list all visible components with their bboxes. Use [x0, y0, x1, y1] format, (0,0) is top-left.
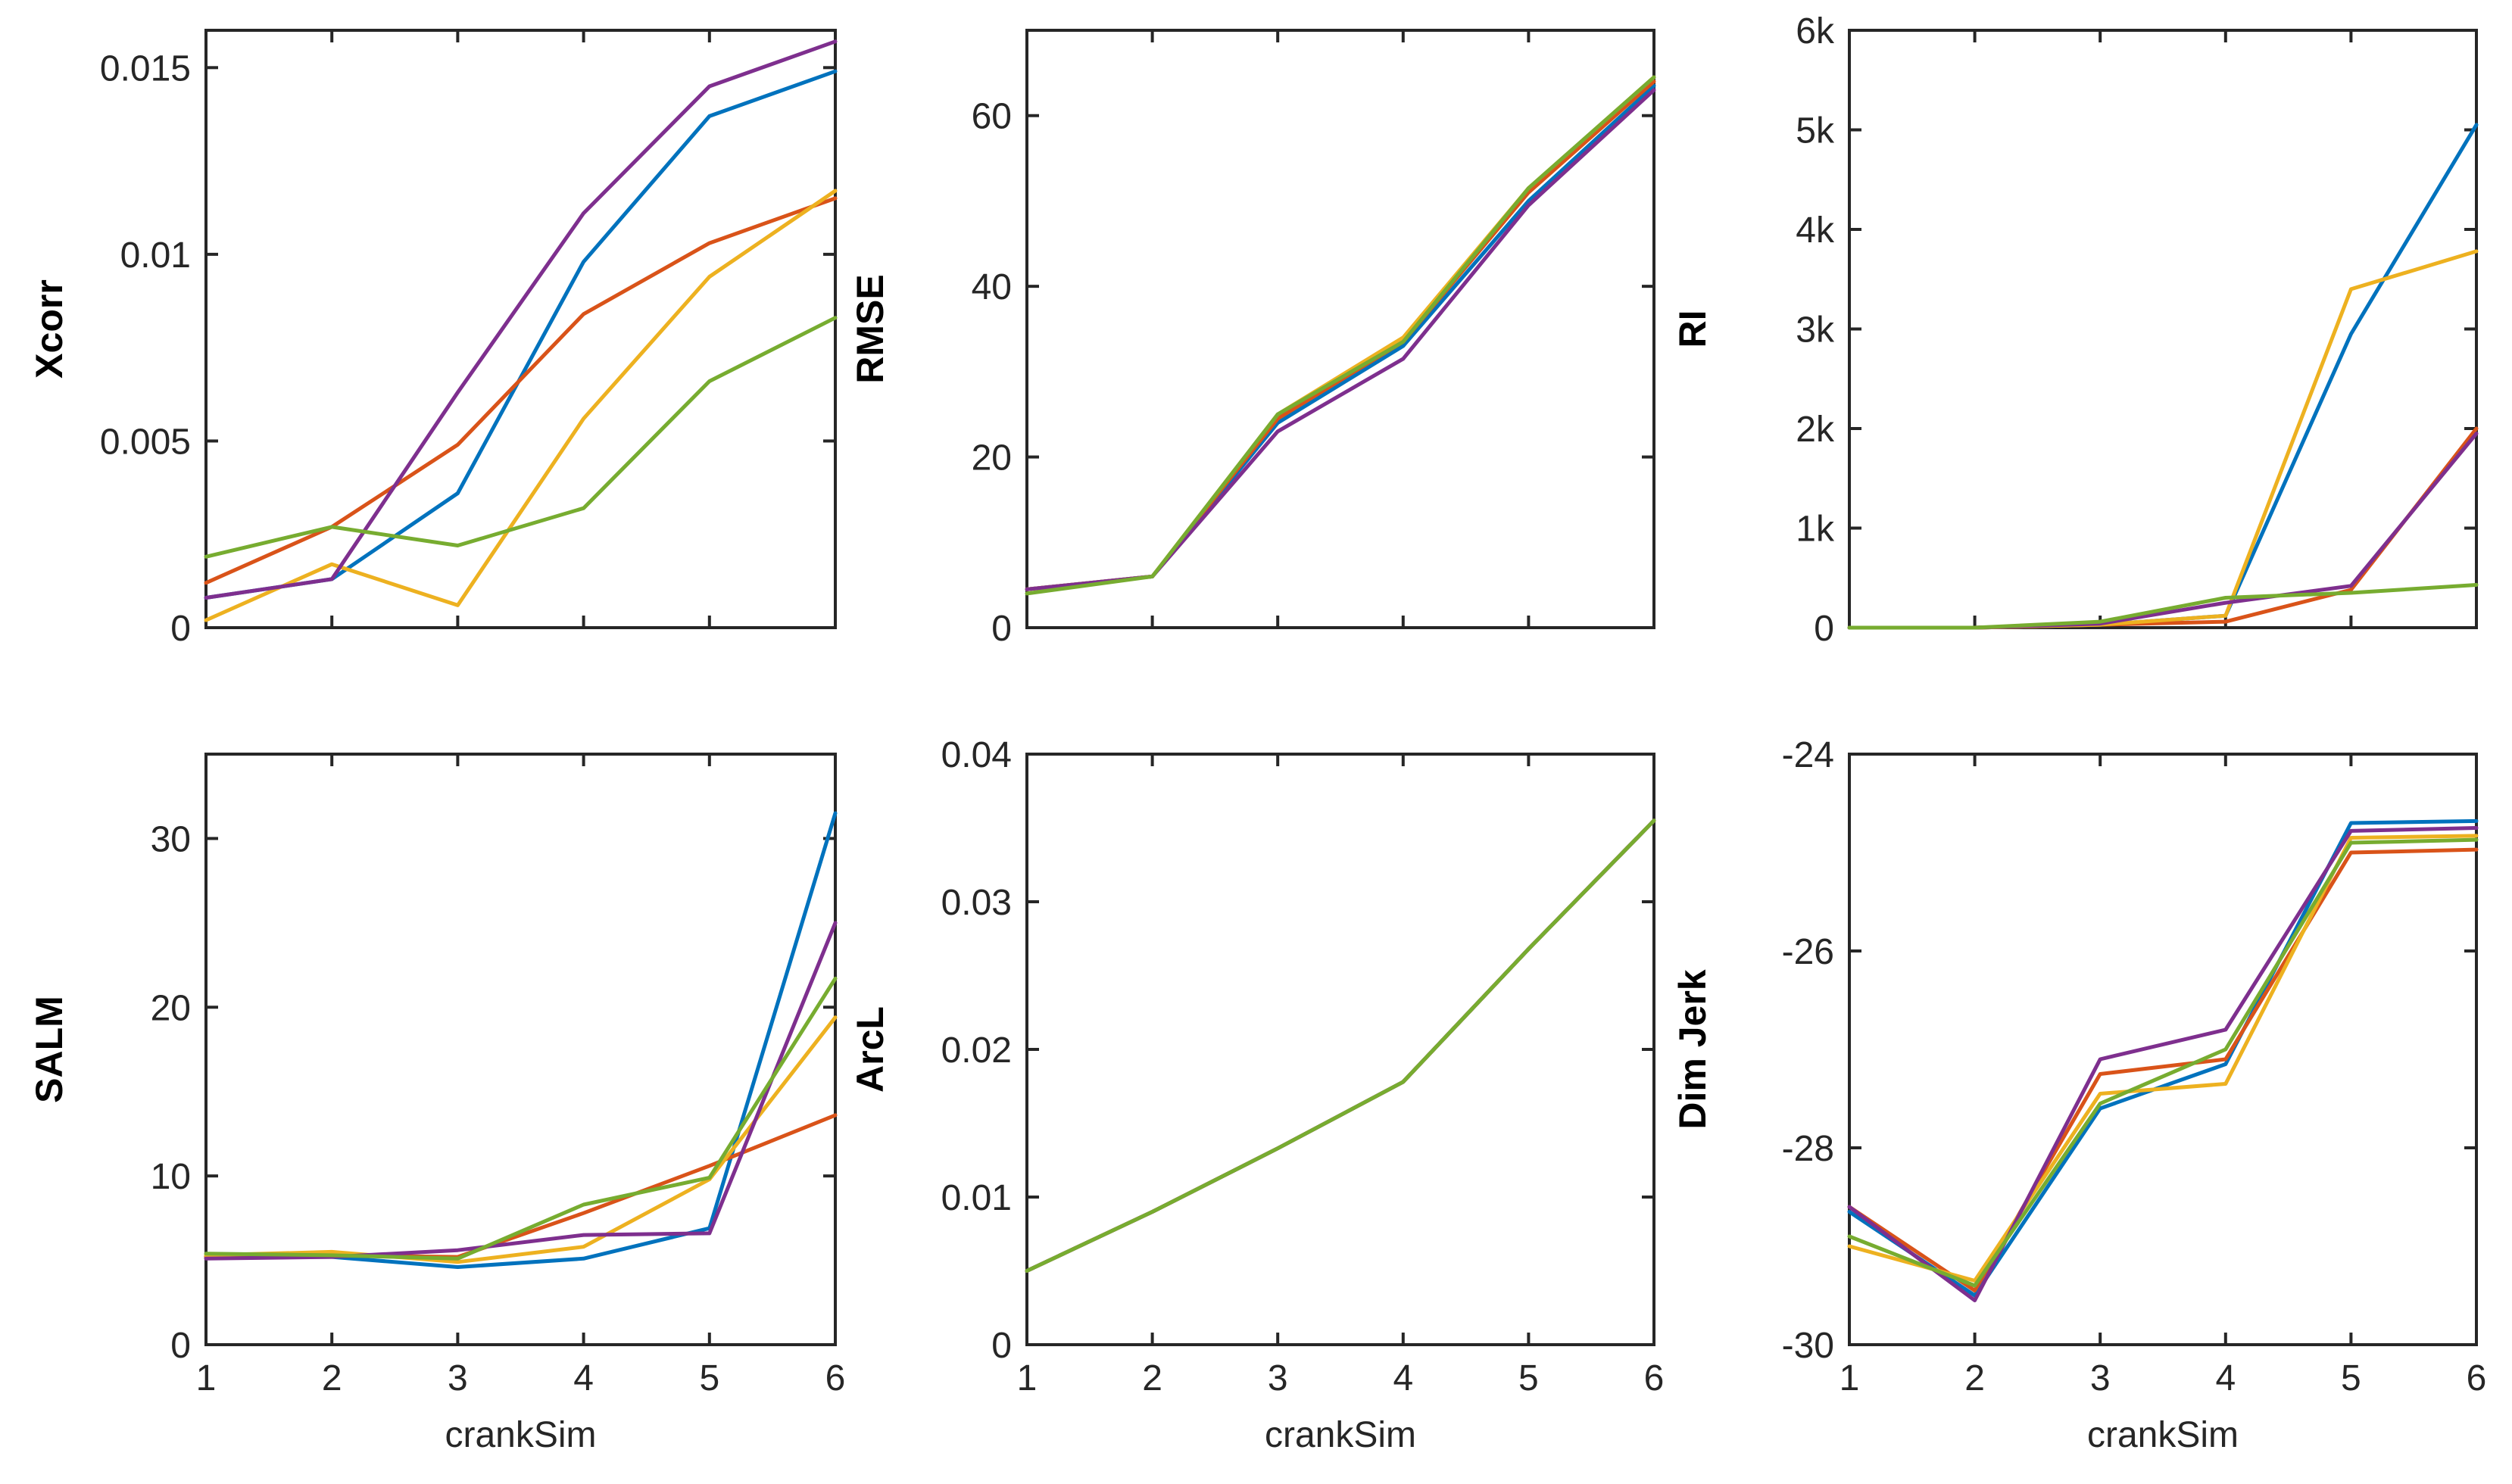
x-tick-label: 4: [1393, 1358, 1413, 1398]
series-line-green: [1847, 837, 2479, 1288]
x-tick-label: 6: [825, 1358, 846, 1398]
y-tick-label: 0: [991, 1326, 1012, 1366]
x-axis-label: crankSim: [2087, 1415, 2239, 1455]
x-tick-label: 1: [196, 1358, 217, 1398]
panel-ri: 0 1k 2k 3k 4k 5k 6k RI: [1671, 11, 2479, 649]
y-tick-label: 40: [972, 267, 1012, 307]
y-tick-label: 0.02: [941, 1030, 1012, 1071]
y-tick-label: 20: [151, 988, 191, 1028]
x-tick-label: 3: [448, 1358, 468, 1398]
x-tick-label: 2: [1142, 1358, 1162, 1398]
y-tick-label: 3k: [1796, 310, 1835, 351]
y-tick-label: 0.01: [120, 235, 191, 276]
y-tick-label: 0: [1814, 609, 1834, 649]
y-tick-label: 6k: [1796, 11, 1835, 51]
series-line-green: [204, 316, 838, 559]
x-tick-label: 5: [2341, 1358, 2361, 1398]
y-tick-label: 60: [972, 97, 1012, 137]
series-line-green: [204, 976, 838, 1261]
y-tick-label: 0.04: [941, 735, 1012, 775]
series-line-blue: [1847, 818, 2479, 1298]
panel-salm: 1 2 3 4 5 6 0 10 20 30 SALM crankSim: [28, 753, 846, 1455]
y-tick-label: 10: [151, 1157, 191, 1197]
y-tick-label: 0: [170, 1326, 191, 1366]
y-tick-label: 30: [151, 819, 191, 859]
y-tick-label: 2k: [1796, 410, 1835, 450]
x-tick-label: 4: [573, 1358, 594, 1398]
series-line-yellow: [1847, 834, 2479, 1283]
x-tick-label: 1: [1840, 1358, 1860, 1398]
panel-arcl: 1 2 3 4 5 6 0 0.01 0.02 0.03 0.04 ArcL crankSim: [849, 735, 1664, 1455]
panel-rmse-axes-frame: [1025, 29, 1655, 629]
y-tick-label: 0: [991, 609, 1012, 649]
y-tick-label: 0: [170, 609, 191, 649]
panel-salm-axes-frame: [204, 753, 837, 1346]
series-line-purple: [1847, 826, 2479, 1302]
x-axis-label: crankSim: [1265, 1415, 1416, 1455]
y-tick-label: 0.015: [100, 48, 191, 89]
y-tick-label: 4k: [1796, 210, 1835, 251]
x-tick-label: 4: [2215, 1358, 2236, 1398]
x-tick-label: 2: [1964, 1358, 1985, 1398]
y-tick-label: 1k: [1796, 510, 1835, 550]
series-line-yellow: [204, 189, 838, 622]
y-axis-label: SALM: [28, 996, 70, 1103]
x-tick-label: 2: [322, 1358, 342, 1398]
panel-ri-axes-frame: [1848, 29, 2478, 629]
x-tick-label: 3: [2090, 1358, 2111, 1398]
y-axis-label: Dim Jerk: [1671, 969, 1714, 1129]
y-tick-label: 0.005: [100, 422, 191, 462]
y-tick-label: 0.03: [941, 883, 1012, 923]
x-tick-label: 3: [1268, 1358, 1288, 1398]
y-tick-label: 0.01: [941, 1178, 1012, 1218]
series-line-green: [1847, 583, 2479, 630]
x-tick-label: 6: [2467, 1358, 2487, 1398]
y-tick-label: -26: [1782, 932, 1834, 972]
series-line-green: [1025, 75, 1656, 596]
x-axis-label: crankSim: [445, 1415, 596, 1455]
y-tick-label: 5k: [1796, 111, 1835, 151]
y-axis-label: Xcorr: [28, 279, 70, 379]
x-tick-label: 6: [1644, 1358, 1665, 1398]
y-tick-label: -30: [1782, 1326, 1834, 1366]
panel-xcorr: 0 0.005 0.01 0.015 Xcorr: [28, 29, 838, 649]
y-tick-label: -28: [1782, 1129, 1834, 1169]
x-tick-label: 5: [699, 1358, 719, 1398]
series-line-purple: [204, 39, 838, 600]
y-axis-label: ArcL: [849, 1006, 891, 1093]
x-tick-label: 5: [1518, 1358, 1539, 1398]
series-line-purple: [204, 921, 838, 1261]
series-line-green: [1025, 818, 1656, 1273]
y-axis-label: RI: [1671, 310, 1714, 348]
y-tick-label: -24: [1782, 735, 1834, 775]
panel-xcorr-axes-frame: [204, 29, 837, 629]
y-tick-label: 20: [972, 438, 1012, 479]
panel-arcl-axes-frame: [1025, 753, 1655, 1346]
panel-dim-jerk: 1 2 3 4 5 6 -30 -28 -26 -24 Dim Jerk crankSim: [1671, 735, 2486, 1455]
panel-rmse: 0 20 40 60 RMSE: [849, 29, 1656, 649]
series-line-red: [204, 196, 838, 585]
y-axis-label: RMSE: [849, 274, 891, 383]
x-tick-label: 1: [1017, 1358, 1038, 1398]
series-line-yellow: [204, 1015, 838, 1264]
